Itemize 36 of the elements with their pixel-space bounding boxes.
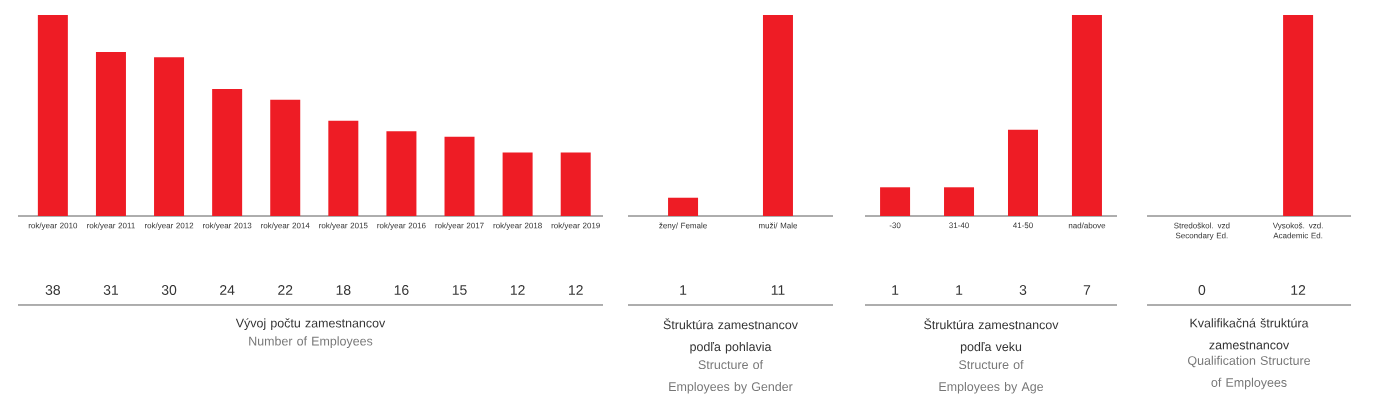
data-label: 16 [394,285,409,295]
bar [328,120,359,216]
bar [270,99,301,216]
bar [154,57,185,216]
data-label: 12 [569,285,583,295]
bar [444,136,475,216]
data-label: 1 [892,285,899,295]
bar [95,52,126,216]
data-label: 7 [1083,285,1091,295]
data-label: 18 [336,285,351,295]
data-label: 22 [278,285,293,295]
bar [212,89,243,216]
text: Number of Employees [249,336,373,348]
data-label: 30 [161,285,177,295]
bar [37,15,68,216]
data-label: 38 [45,285,61,295]
text: Štruktúra zamestnancov podľa veku [924,318,1059,354]
bar [560,152,591,216]
text: Qualification Structure of Employees [1188,355,1311,390]
text: Štruktúra zamestnancov podľa pohlavia [663,318,798,354]
data-label: 11 [771,285,785,295]
data-label: 15 [452,285,467,295]
text: Vývoj počtu zamestnancov [235,318,386,330]
bar [502,152,533,216]
data-label: 1 [680,285,687,295]
data-label: 3 [1019,285,1027,295]
data-label: 12 [1291,285,1306,295]
data-label: 24 [220,285,235,295]
data-label: 0 [1198,285,1206,295]
data-label: 31 [103,285,119,295]
data-label: 1 [956,285,963,295]
data-label: 12 [510,285,525,295]
text: Kvalifikačná štruktúra zamestnancov [1190,318,1309,350]
text: Structure of Employees by Age [939,359,1044,394]
bar [386,131,417,216]
text: Structure of Employees by Gender [669,359,793,394]
